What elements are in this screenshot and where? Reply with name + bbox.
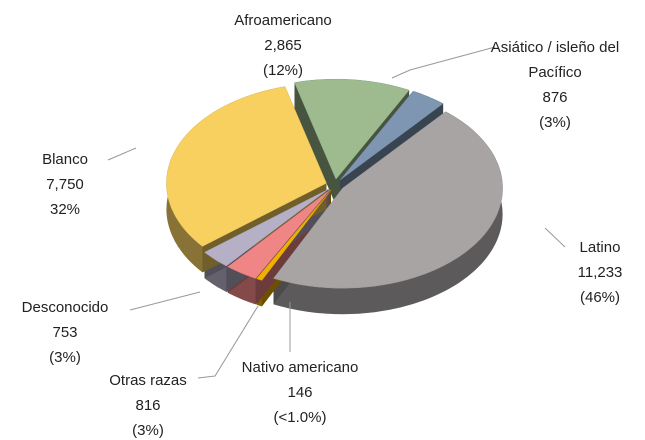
slice <box>166 86 327 247</box>
percent-label: (3%) <box>539 114 571 131</box>
data-label: Asiático / isleño del Pacífico 876 (3%) <box>480 35 630 135</box>
value-label: 146 <box>287 384 313 401</box>
slice <box>339 90 444 181</box>
leader-line <box>129 291 201 311</box>
slice <box>227 189 331 279</box>
category-label: Blanco <box>42 151 88 168</box>
percent-label: (12%) <box>262 62 304 79</box>
percent-label: (3%) <box>49 349 81 366</box>
slice <box>294 78 410 180</box>
category-label: Nativo americano <box>241 359 359 376</box>
leader-line <box>197 305 259 379</box>
value-label: 11,233 <box>577 264 623 281</box>
category-label: Desconocido <box>21 299 109 316</box>
leader-line <box>544 227 566 248</box>
category-label: Latino <box>579 239 621 256</box>
percent-label: (46%) <box>579 289 621 306</box>
data-label: Blanco 7,750 32% <box>42 147 88 222</box>
percent-label: (3%) <box>132 422 164 439</box>
data-label: Otras razas 816 (3%) <box>109 368 187 440</box>
category-label: Asiático / isleño del Pacífico <box>490 39 620 81</box>
data-label: Latino 11,233 (46%) <box>578 235 623 310</box>
percent-label: 32% <box>49 201 81 218</box>
value-label: 2,865 <box>264 37 302 54</box>
slice <box>273 111 503 289</box>
slice-side <box>273 111 503 315</box>
slice-side <box>294 82 336 206</box>
percent-label: (<1.0%) <box>273 409 327 426</box>
data-label: Afroamericano 2,865 (12%) <box>234 8 332 83</box>
category-label: Afroamericano <box>234 12 332 29</box>
data-label: Desconocido 753 (3%) <box>22 295 109 370</box>
slice <box>256 190 332 281</box>
value-label: 876 <box>542 89 568 106</box>
slice-side <box>227 189 331 305</box>
value-label: 816 <box>135 397 161 414</box>
value-label: 753 <box>52 324 78 341</box>
slice <box>204 188 329 267</box>
value-label: 7,750 <box>46 176 84 193</box>
data-label: Nativo americano 146 (<1.0%) <box>242 355 359 430</box>
leader-line <box>107 147 137 161</box>
leader-line <box>391 46 496 79</box>
category-label: Otras razas <box>109 372 187 389</box>
